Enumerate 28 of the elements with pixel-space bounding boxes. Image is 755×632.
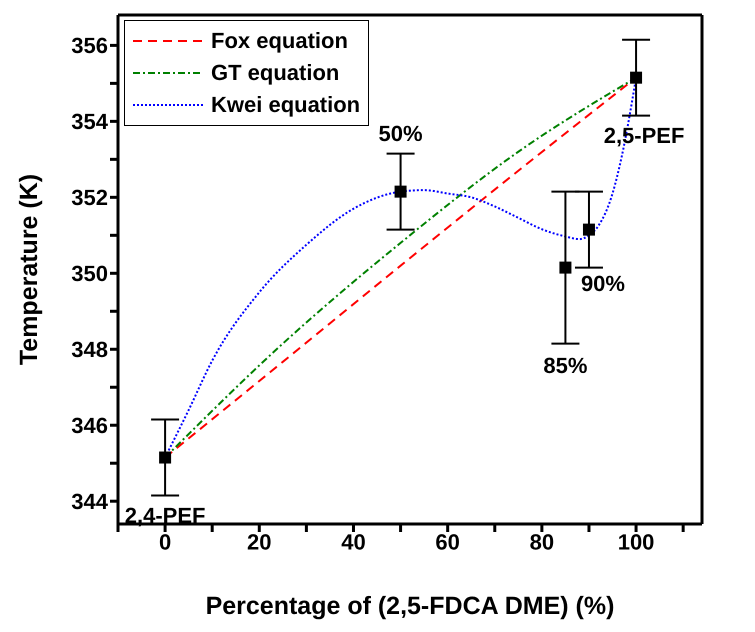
- y-axis-title: Temperature (K): [14, 174, 43, 366]
- y-tick-label: 344: [71, 489, 109, 514]
- point: [582, 224, 595, 236]
- legend-label: Fox equation: [211, 28, 348, 54]
- x-tick-label: 100: [618, 530, 654, 555]
- point: [559, 262, 572, 274]
- y-tick-label: 352: [71, 185, 108, 210]
- y-tick-label: 348: [71, 337, 108, 362]
- y-tick-label: 350: [71, 261, 108, 286]
- point: [159, 452, 172, 464]
- x-tick-label: 20: [247, 530, 272, 555]
- x-tick-label: 60: [435, 530, 460, 555]
- point: [630, 72, 642, 84]
- legend-label: Kwei equation: [211, 92, 360, 118]
- annotation: 2,5-PEF: [604, 123, 684, 148]
- annotation: 85%: [543, 353, 588, 378]
- annotation: 2,4-PEF: [124, 503, 206, 528]
- y-tick-label: 346: [71, 413, 108, 438]
- legend-label: GT equation: [211, 60, 340, 86]
- x-axis-title: Percentage of (2,5-FDCA DME) (%): [206, 592, 614, 620]
- point: [394, 186, 407, 198]
- annotation: 90%: [580, 271, 625, 296]
- y-tick-label: 354: [71, 109, 109, 134]
- annotation: 50%: [378, 121, 423, 146]
- x-tick-label: 0: [158, 530, 172, 555]
- y-tick-label: 356: [71, 33, 108, 58]
- x-tick-label: 80: [530, 530, 554, 555]
- x-tick-label: 40: [341, 530, 366, 555]
